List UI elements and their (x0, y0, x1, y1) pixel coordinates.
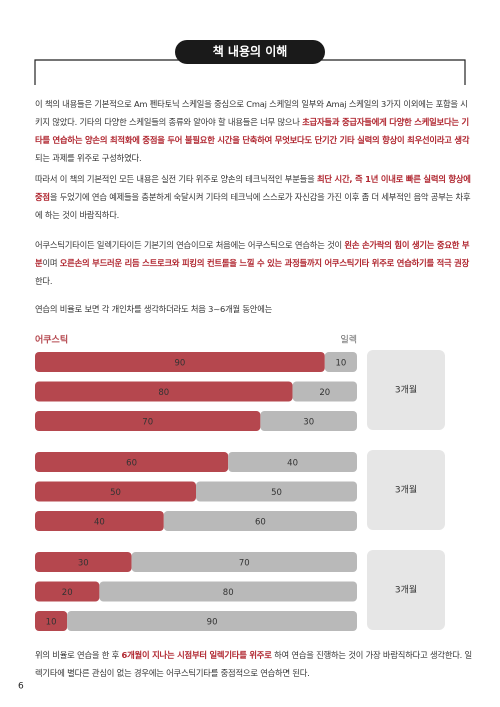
value-label: 40 (287, 459, 298, 469)
bar-segment (35, 581, 100, 602)
value-label: 60 (126, 459, 137, 469)
value-label: 10 (46, 618, 57, 628)
value-label: 90 (174, 359, 185, 369)
bar-segment (35, 381, 293, 402)
bar-segment (292, 381, 357, 402)
group-label: 3개월 (395, 484, 417, 496)
emphasis-text: 초급자들과 중급자들에게 다양한 스케일보다는 기타를 연습하는 양손의 최적화… (35, 117, 470, 145)
legend-entry: 일렉 (340, 335, 357, 346)
text: 연습의 비율로 보면 각 개인차를 생각하더라도 처음 3~6개월 동안에는 (35, 304, 273, 314)
text: 이 책의 내용들은 기본적으로 Am 펜타토닉 스케일을 중심으로 Cmaj 스… (35, 99, 468, 127)
text: 어쿠스틱기타이든 일렉기타이든 기본기의 연습이므로 처음에는 어쿠스틱으로 연… (35, 240, 345, 250)
emphasis-text: 6개월이 지나는 시점부터 일렉기타를 위주로 (121, 650, 272, 660)
value-label: 70 (142, 418, 153, 428)
page-number: 6 (18, 682, 24, 692)
bar-segment (35, 411, 261, 431)
text: 이며 (42, 258, 60, 268)
value-label: 80 (223, 588, 234, 598)
text: 을 두었기에 연습 예제들을 충분하게 숙달시켜 기타의 테크닉에 스스로가 자… (35, 192, 471, 220)
chart: 어쿠스틱 일렉 3개월 3개월 3개월 90 10 80 20 70 30 60 40 50 50 40 60 3… (35, 334, 445, 631)
value-label: 50 (110, 488, 121, 498)
text: 되는 과제를 위주로 구성하였다. (35, 153, 142, 163)
bar-segment (35, 452, 229, 472)
text: 한다. (35, 276, 53, 286)
text: 위의 비율로 연습을 한 후 (35, 650, 122, 660)
text: 하여 연습을 진행하는 것이 가장 바람직하다고 생각한다. 일렉기타에 별다른… (35, 650, 472, 678)
value-label: 20 (62, 588, 73, 598)
paragraph: 연습의 비율로 보면 각 개인차를 생각하더라도 처음 3~6개월 동안에는 (35, 300, 475, 318)
value-label: 20 (319, 388, 330, 398)
bar-segment (324, 352, 357, 372)
paragraph: 위의 비율로 연습을 한 후 6개월이 지나는 시점부터 일렉기타를 위주로 하… (35, 646, 475, 682)
group-label: 3개월 (395, 384, 417, 396)
legend-entry: 어쿠스틱 (35, 334, 68, 346)
value-label: 30 (78, 559, 89, 569)
paragraph: 이 책의 내용들은 기본적으로 Am 펜타토닉 스케일을 중심으로 Cmaj 스… (35, 95, 475, 167)
bar-segment (163, 511, 357, 531)
value-label: 40 (94, 518, 105, 528)
emphasis-text: 최단 시간, 즉 1년 이내로 빠른 실력의 향상에 중점 (35, 174, 471, 202)
header-pill (175, 40, 325, 64)
group-box (367, 350, 445, 430)
group-label: 3개월 (395, 584, 417, 596)
bar-segment (196, 481, 357, 502)
value-label: 60 (255, 518, 266, 528)
bar-segment (99, 581, 358, 602)
value-label: 90 (207, 618, 218, 628)
bar-segment (260, 411, 357, 431)
header-title: 책 내용의 이해 (213, 44, 288, 59)
bar-segment (35, 481, 196, 502)
text: 따라서 이 책의 기본적인 모든 내용은 실전 기타 위주로 양손의 테크닉적인… (35, 174, 317, 184)
bar-segment (228, 452, 357, 472)
value-label: 50 (271, 488, 282, 498)
bar-segment (67, 611, 357, 631)
group-box (367, 550, 445, 630)
value-label: 80 (158, 388, 169, 398)
value-label: 70 (239, 559, 250, 569)
value-label: 30 (303, 418, 314, 428)
bar-segment (35, 611, 68, 631)
group-box (367, 450, 445, 530)
bar-segment (35, 552, 132, 572)
emphasis-text: 오른손의 부드러운 리듬 스트로크와 피킹의 컨트롤을 느낄 수 있는 과정들까… (59, 258, 470, 268)
bar-segment (35, 352, 325, 372)
bar-segment (35, 511, 164, 531)
paragraph: 어쿠스틱기타이든 일렉기타이든 기본기의 연습이므로 처음에는 어쿠스틱으로 연… (35, 236, 475, 290)
emphasis-text: 왼손 손가락의 힘이 생기는 중요한 부분 (35, 240, 470, 268)
paragraph: 따라서 이 책의 기본적인 모든 내용은 실전 기타 위주로 양손의 테크닉적인… (35, 170, 475, 224)
bar-segment (131, 552, 357, 572)
value-label: 10 (335, 359, 346, 369)
